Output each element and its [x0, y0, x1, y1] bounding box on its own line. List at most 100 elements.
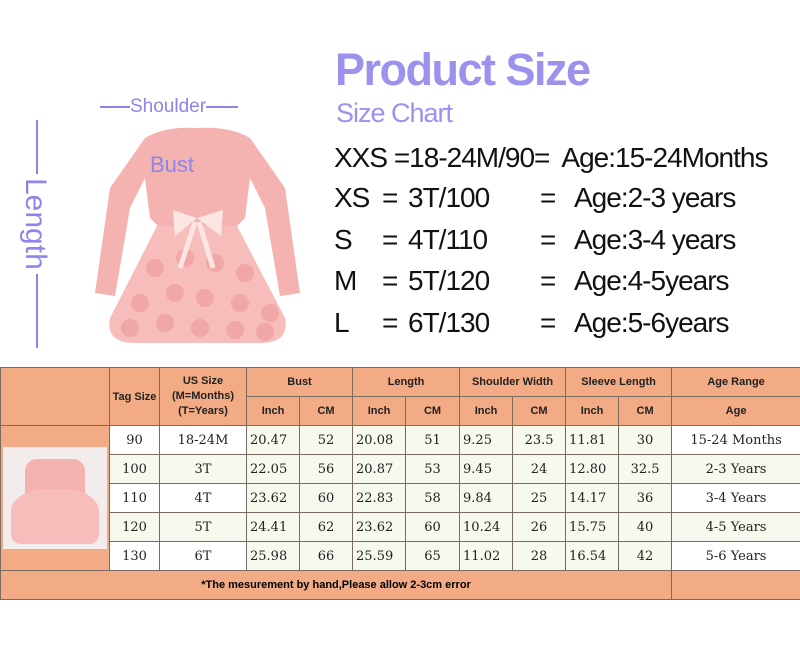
header-inch: Inch	[565, 396, 620, 426]
table-cell: 6T	[159, 541, 247, 571]
table-cell: 3-4 Years	[671, 483, 800, 513]
header-age-range: Age Range	[671, 367, 800, 397]
table-cell: 11.81	[565, 425, 620, 455]
size-line: L	[334, 307, 350, 338]
footnote-blank	[671, 570, 800, 600]
table-cell: 18-24M	[159, 425, 247, 455]
table-cell: 60	[298, 483, 354, 513]
table-cell: 36	[618, 483, 673, 513]
equals: =	[540, 265, 556, 296]
table-cell: 53	[405, 454, 461, 484]
table-cell: 22.05	[246, 454, 300, 484]
table-cell: 14.17	[565, 483, 620, 513]
table-cell: 25.59	[352, 541, 407, 571]
table-cell: 23.62	[352, 512, 407, 542]
size-age: Age:2-3 years	[574, 182, 736, 213]
table-cell: 23.62	[246, 483, 300, 513]
size-tag: 3T/100	[408, 182, 490, 213]
size-age: Age:3-4 years	[574, 224, 736, 255]
header-shoulder: Shoulder Width	[459, 367, 567, 397]
header-tag-size: Tag Size	[109, 367, 160, 426]
size-age: Age:4-5years	[574, 265, 730, 296]
table-cell: 23.5	[512, 425, 567, 455]
header-length: Length	[352, 367, 461, 397]
size-age: Age:5-6years	[574, 307, 730, 338]
table-cell: 62	[298, 512, 354, 542]
table-cell: 9.45	[459, 454, 514, 484]
table-cell: 32.5	[618, 454, 673, 484]
table-cell: 58	[405, 483, 461, 513]
table-cell: 4T	[159, 483, 247, 513]
equals: =	[540, 307, 556, 338]
table-cell: 120	[109, 512, 160, 542]
table-row: 120 5T 24.41 62 23.62 60 10.24 26 15.75 40 4-5 Yea…	[1, 512, 800, 542]
table-cell: 60	[405, 512, 461, 542]
table-cell: 52	[298, 425, 354, 455]
header-age: Age	[671, 396, 800, 426]
header-inch: Inch	[352, 396, 407, 426]
table-cell: 24	[512, 454, 567, 484]
table-cell: 10.24	[459, 512, 514, 542]
table-cell: 65	[405, 541, 461, 571]
table-cell: 2-3 Years	[671, 454, 800, 484]
table-cell: 90	[109, 425, 160, 455]
equals: =	[382, 224, 398, 255]
table-cell: 25.98	[246, 541, 300, 571]
table-cell: 25	[512, 483, 567, 513]
equals: =	[540, 224, 556, 255]
table-cell: 9.84	[459, 483, 514, 513]
table-cell: 3T	[159, 454, 247, 484]
header-cm: CM	[512, 396, 567, 426]
table-cell: 22.83	[352, 483, 407, 513]
size-line: XS	[334, 182, 370, 213]
size-tag: 5T/120	[408, 265, 490, 296]
size-line: S	[334, 224, 353, 255]
equals: =	[382, 182, 398, 213]
table-cell: 28	[512, 541, 567, 571]
header-sleeve: Sleeve Length	[565, 367, 673, 397]
table-cell: 9.25	[459, 425, 514, 455]
header-cm: CM	[618, 396, 673, 426]
header-cm: CM	[405, 396, 461, 426]
table-cell: 12.80	[565, 454, 620, 484]
shoulder-label-line: Shoulder	[100, 96, 239, 118]
table-row: 110 4T 23.62 60 22.83 58 9.84 25 14.17 36 3-4 Year…	[1, 483, 800, 513]
equals: =	[382, 307, 398, 338]
equals: =	[382, 265, 398, 296]
table-cell: 20.87	[352, 454, 407, 484]
size-line: M	[334, 265, 357, 296]
table-cell: 66	[298, 541, 354, 571]
header-inch: Inch	[459, 396, 514, 426]
table-cell: 15-24 Months	[671, 425, 800, 455]
equals: =	[540, 182, 556, 213]
page-subtitle: Size Chart	[336, 98, 453, 128]
table-cell: 42	[618, 541, 673, 571]
table-row: 130 6T 25.98 66 25.59 65 11.02 28 16.54 42 5-6 Yea…	[1, 541, 800, 571]
table-cell: 20.08	[352, 425, 407, 455]
dress-illustration	[95, 127, 300, 343]
size-line: XXS =18-24M/90= Age:15-24Months	[334, 142, 768, 173]
bust-label: Bust	[150, 152, 195, 177]
table-cell: 40	[618, 512, 673, 542]
table-cell: 100	[109, 454, 160, 484]
table-cell: 51	[405, 425, 461, 455]
table-cell: 5T	[159, 512, 247, 542]
table-cell: 30	[618, 425, 673, 455]
header-blank	[0, 367, 110, 426]
table-row: 100 3T 22.05 56 20.87 53 9.45 24 12.80 32.5 2-3 Ye…	[1, 454, 800, 484]
header-bust: Bust	[245, 367, 354, 397]
size-tag: 6T/130	[408, 307, 490, 338]
table-cell: 24.41	[246, 512, 300, 542]
size-tag: 4T/110	[408, 224, 488, 255]
table-cell: 20.47	[246, 425, 300, 455]
table-cell: 4-5 Years	[671, 512, 800, 542]
shoulder-label: Shoulder	[130, 96, 207, 117]
footnote: *The mesurement by hand,Please allow 2-3…	[0, 570, 673, 600]
product-photo	[0, 425, 110, 571]
page-title: Product Size	[335, 44, 591, 95]
header-inch: Inch	[246, 396, 300, 426]
table-cell: 11.02	[459, 541, 514, 571]
table-cell: 56	[298, 454, 354, 484]
table-row: 90 18-24M 20.47 52 20.08 51 9.25 23.5 11.81 30 15-…	[0, 425, 800, 571]
table-cell: 16.54	[565, 541, 620, 571]
